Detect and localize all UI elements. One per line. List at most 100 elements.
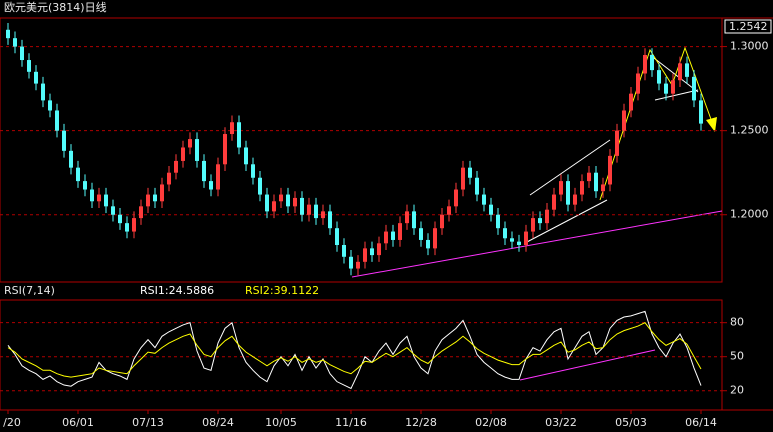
- candle-body: [342, 245, 346, 257]
- candle-body: [398, 223, 402, 240]
- candle-body: [286, 194, 290, 207]
- y-tick-label: 1.2000: [730, 208, 769, 221]
- candle-body: [510, 238, 514, 242]
- candle-body: [636, 73, 640, 94]
- x-tick-label: /20: [3, 416, 21, 429]
- y-tick-label: 80: [730, 316, 744, 329]
- candle-body: [622, 110, 626, 131]
- channel-line: [524, 199, 608, 244]
- candle-body: [223, 134, 227, 165]
- candle-body: [76, 167, 80, 182]
- channel-line: [529, 139, 611, 196]
- candle-body: [391, 231, 395, 240]
- candle-body: [55, 110, 59, 131]
- candle-body: [90, 189, 94, 202]
- candle-body: [552, 194, 556, 210]
- rsi-trend-line: [519, 349, 656, 381]
- candle-body: [440, 214, 444, 229]
- x-tick-label: 11/16: [335, 416, 367, 429]
- candle-body: [20, 46, 24, 61]
- candle-body: [566, 181, 570, 205]
- y-tick-label: 20: [730, 384, 744, 397]
- candle-body: [139, 206, 143, 219]
- candle-body: [41, 83, 45, 101]
- candle-body: [132, 218, 136, 232]
- candle-body: [13, 38, 17, 47]
- candle-body: [587, 172, 591, 182]
- candle-body: [125, 223, 129, 232]
- rsi-line: [7, 310, 702, 390]
- candle-body: [300, 197, 304, 215]
- candle-body: [461, 167, 465, 190]
- candle-body: [251, 164, 255, 178]
- candle-body: [426, 239, 430, 249]
- candle-body: [118, 214, 122, 224]
- x-tick-label: 03/22: [545, 416, 577, 429]
- x-tick-label: 06/14: [685, 416, 717, 429]
- y-tick-label: 1.3000: [730, 40, 769, 53]
- candle-body: [475, 177, 479, 195]
- candle-body: [188, 139, 192, 148]
- candle-body: [244, 147, 248, 165]
- y-tick-label: 1.2500: [730, 124, 769, 137]
- candle-body: [699, 100, 703, 124]
- candle-body: [629, 93, 633, 111]
- candle-body: [412, 211, 416, 229]
- candle-body: [356, 261, 360, 269]
- candle-body: [517, 241, 521, 246]
- candle-body: [146, 194, 150, 207]
- x-tick-label: 08/24: [202, 416, 234, 429]
- candle-body: [335, 228, 339, 246]
- candle-body: [62, 130, 66, 151]
- x-tick-label: 06/01: [62, 416, 94, 429]
- candle-body: [580, 181, 584, 195]
- candle-body: [678, 63, 682, 81]
- candle-body: [34, 71, 38, 84]
- candle-body: [433, 228, 437, 249]
- candle-body: [111, 206, 115, 215]
- candle-body: [538, 218, 542, 224]
- candle-body: [496, 214, 500, 229]
- candle-body: [531, 218, 535, 232]
- x-tick-label: 07/13: [132, 416, 164, 429]
- candle-body: [447, 206, 451, 215]
- candle-body: [650, 54, 654, 71]
- x-tick-label: 10/05: [265, 416, 297, 429]
- candle-body: [181, 147, 185, 161]
- candle-body: [27, 60, 31, 72]
- candle-body: [237, 122, 241, 148]
- candle-body: [216, 164, 220, 190]
- candle-body: [167, 172, 171, 185]
- candle-body: [573, 194, 577, 205]
- candle-body: [265, 194, 269, 212]
- candle-body: [594, 172, 598, 192]
- candle-body: [104, 194, 108, 207]
- candle-body: [524, 231, 528, 246]
- candle-body: [685, 63, 689, 77]
- x-tick-label: 12/28: [405, 416, 437, 429]
- candle-body: [83, 181, 87, 190]
- candle-body: [559, 181, 563, 195]
- last-price-box: [724, 19, 772, 34]
- candle-body: [314, 204, 318, 219]
- candle-body: [195, 139, 199, 161]
- candle-body: [405, 211, 409, 224]
- candle-body: [321, 211, 325, 219]
- candle-body: [97, 194, 101, 202]
- pennant-line: [654, 89, 699, 101]
- support-line: [351, 210, 723, 278]
- arrow-head: [706, 117, 717, 132]
- pennant-line: [649, 54, 699, 93]
- candle-body: [349, 256, 353, 269]
- candle-body: [363, 248, 367, 262]
- rsi-panel-border: [0, 299, 723, 411]
- candle-body: [454, 189, 458, 207]
- candle-body: [69, 150, 73, 168]
- candle-body: [615, 130, 619, 156]
- candle-body: [202, 160, 206, 182]
- candle-body: [48, 100, 52, 111]
- candle-body: [489, 204, 493, 215]
- candle-body: [377, 243, 381, 256]
